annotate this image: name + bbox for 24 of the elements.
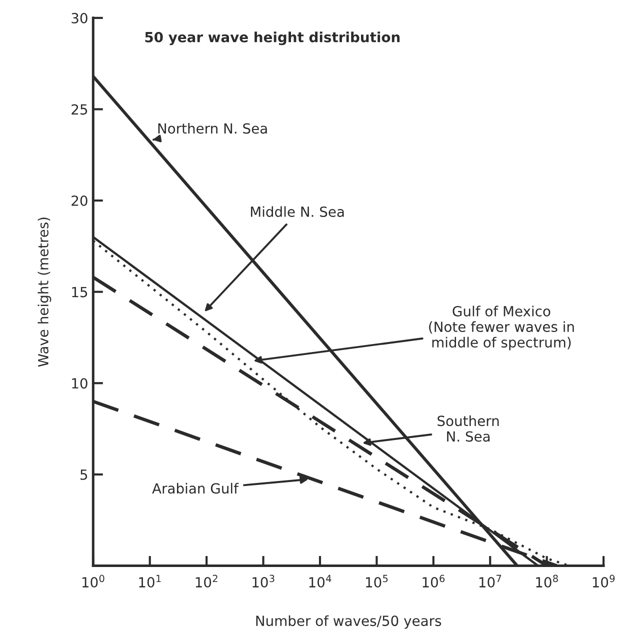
x-tick-label: 10$^{7}$ <box>479 574 502 588</box>
y-tick-label: 25 <box>72 104 88 115</box>
y-tick-label: 10 <box>72 378 88 389</box>
y-tick-label: 15 <box>72 286 88 298</box>
y-axis-title: Wave height (metres) <box>38 218 52 367</box>
y-tick-label: 5 <box>80 470 88 480</box>
x-axis-title: Number of waves/50 years <box>256 615 442 629</box>
annotation: Arabian Gulf <box>152 482 239 494</box>
annotation: Middle N. Sea <box>250 206 344 217</box>
x-tick-label: 10$^{1}$ <box>139 574 161 588</box>
text: 50 year wave height distribution <box>145 32 400 46</box>
annotation: Southern N. Sea <box>438 415 499 442</box>
y-tick-label: 30 <box>72 12 88 24</box>
annotation: Northern N. Sea <box>158 122 267 134</box>
x-tick-label: 10$^{8}$ <box>536 574 558 588</box>
x-tick-label: 10$^{6}$ <box>422 574 445 588</box>
x-tick-label: 10$^{3}$ <box>252 574 274 588</box>
x-tick-label: 10$^{5}$ <box>366 574 388 588</box>
x-tick-label: 10$^{2}$ <box>196 574 218 588</box>
annotation: Gulf of Mexico (Note fewer waves in middle of spectrum) <box>429 306 574 350</box>
x-tick-label: 10$^{4}$ <box>309 574 332 588</box>
x-tick-label: 10$^{9}$ <box>592 574 615 588</box>
y-tick-label: 20 <box>72 196 88 206</box>
x-tick-label: 10$^{0}$ <box>82 574 104 588</box>
